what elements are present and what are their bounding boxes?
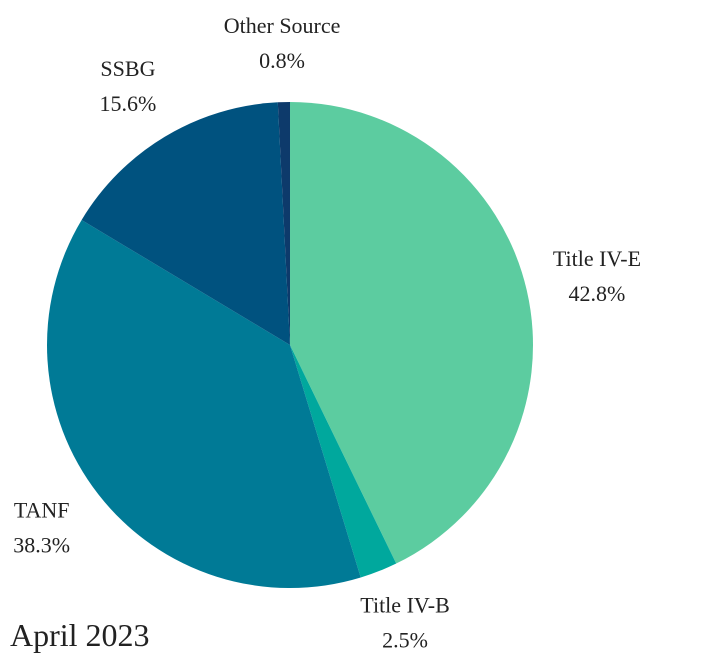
slice-label: Other Source (224, 13, 341, 38)
pie-slice (46, 219, 361, 588)
pie-slice (81, 102, 290, 346)
pie-slice (277, 102, 290, 345)
slice-label: SSBG (100, 56, 155, 81)
slice-value-label: 15.6% (100, 91, 157, 116)
slice-label: Title IV-B (360, 592, 449, 617)
slice-label: TANF (14, 498, 70, 523)
pie-slice (290, 102, 533, 564)
slice-value-label: 2.5% (382, 627, 428, 652)
pie (46, 102, 533, 588)
slice-value-label: 42.8% (569, 281, 626, 306)
slice-value-label: 0.8% (259, 48, 305, 73)
slice-value-label: 38.3% (13, 533, 70, 558)
slice-label: Title IV-E (553, 246, 641, 271)
pie-slice (290, 345, 397, 578)
date-annotation: April 2023 (10, 617, 150, 653)
